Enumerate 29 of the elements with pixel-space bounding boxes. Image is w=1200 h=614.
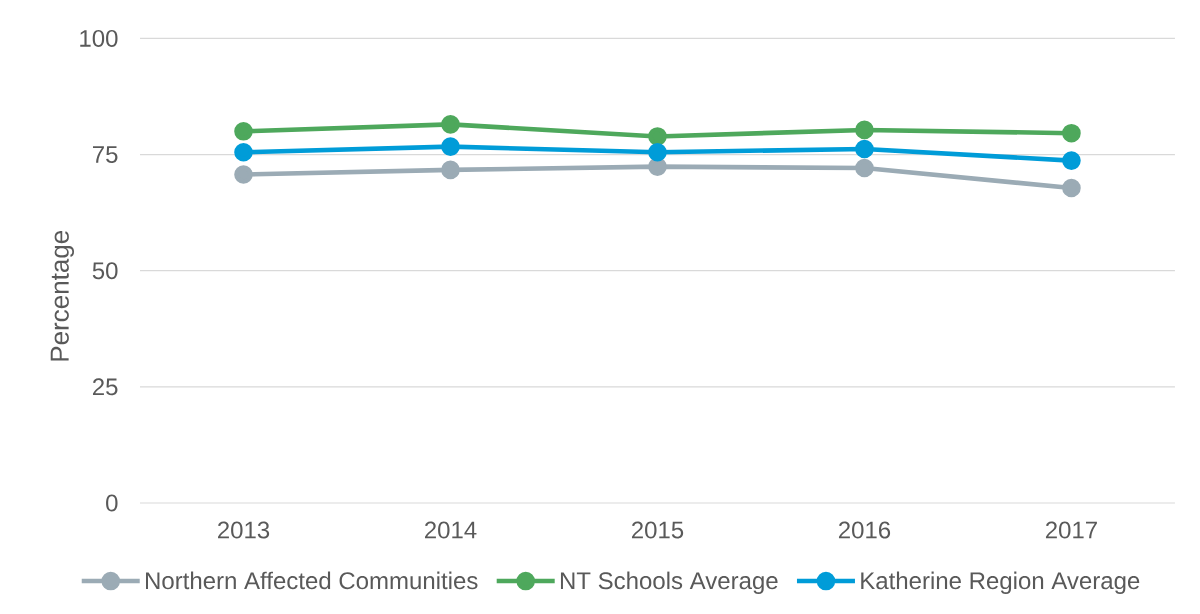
legend-label: NT Schools Average bbox=[560, 571, 778, 594]
point bbox=[1062, 178, 1081, 198]
point bbox=[441, 115, 460, 134]
point bbox=[1062, 123, 1081, 143]
y-tick-label: 50 bbox=[92, 262, 118, 280]
point bbox=[648, 157, 667, 176]
point bbox=[234, 122, 253, 141]
y-tick-label: 75 bbox=[93, 146, 118, 163]
point bbox=[441, 160, 460, 180]
legend-label: Northern Affected Communities bbox=[146, 571, 478, 590]
x-tick-label: 2016 bbox=[838, 521, 891, 539]
point bbox=[648, 142, 667, 162]
point bbox=[855, 139, 874, 159]
x-tick-label: 2014 bbox=[424, 521, 477, 539]
point bbox=[855, 120, 874, 140]
y-tick-label: 100 bbox=[80, 29, 118, 47]
x-tick-label: 2017 bbox=[1045, 521, 1097, 539]
point bbox=[648, 127, 667, 146]
legend-label: Katherine Region Average bbox=[861, 571, 1140, 594]
point bbox=[234, 165, 253, 184]
y-tick-label: 0 bbox=[106, 494, 118, 512]
point bbox=[234, 142, 253, 162]
x-tick-label: 2013 bbox=[218, 521, 270, 539]
y-axis-title: Percentage bbox=[50, 230, 75, 361]
x-tick-label: 2015 bbox=[631, 521, 684, 539]
y-tick-label: 25 bbox=[92, 378, 118, 396]
point bbox=[441, 137, 460, 156]
point bbox=[855, 158, 874, 178]
point bbox=[1062, 151, 1081, 170]
